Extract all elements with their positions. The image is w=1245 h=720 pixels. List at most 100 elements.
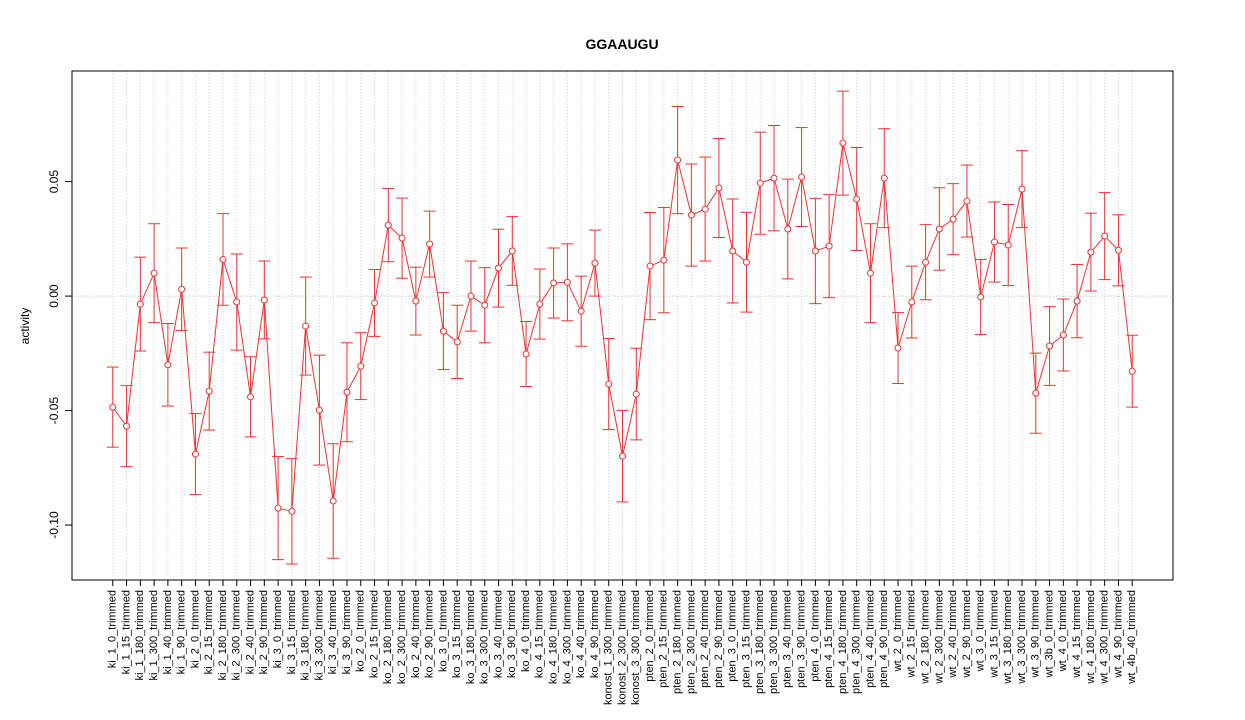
x-tick-label: ki_1_40_trimmed — [162, 590, 174, 674]
x-tick-label: ki_3_40_trimmed — [327, 590, 339, 674]
x-tick-label: ki_1_0_trimmed — [107, 590, 119, 668]
x-tick-label: pten_4_90_trimmed — [878, 590, 890, 688]
data-point — [660, 256, 668, 264]
data-point — [1128, 367, 1136, 375]
x-tick-label: ko_3_0_trimmed — [437, 590, 449, 672]
x-tick-label: pten_3_40_trimmed — [782, 590, 794, 688]
data-point — [481, 301, 489, 309]
data-point — [839, 139, 847, 147]
x-tick-label: pten_3_180_trimmed — [754, 590, 766, 694]
x-tick-label: ki_1_15_trimmed — [120, 590, 132, 674]
x-tick-label: wt_4_15_trimmed — [1071, 590, 1083, 678]
x-tick-label: wt_4b_40_trimmed — [1126, 590, 1138, 685]
data-point — [536, 300, 544, 308]
data-point — [935, 225, 943, 233]
data-point — [398, 234, 406, 242]
x-tick-label: ko_3_90_trimmed — [506, 590, 518, 678]
x-tick-label: wt_2_90_trimmed — [961, 590, 973, 678]
data-point — [1032, 389, 1040, 397]
data-point — [1114, 246, 1122, 254]
data-point — [619, 452, 626, 460]
x-tick-label: ki_3_0_trimmed — [272, 590, 284, 668]
x-tick-label: ki_2_300_trimmed — [231, 590, 243, 681]
data-point — [990, 238, 998, 246]
data-point — [109, 403, 117, 411]
data-point — [853, 195, 861, 203]
data-point — [798, 173, 806, 181]
x-tick-label: pten_4_180_trimmed — [837, 590, 849, 694]
x-tick-label: ko_4_180_trimmed — [548, 590, 560, 684]
x-tick-label: wt_4_0_trimmed — [1057, 590, 1069, 672]
x-tick-label: wt_2_300_trimmed — [933, 590, 945, 685]
data-point — [591, 259, 599, 267]
data-point — [191, 450, 199, 458]
x-tick-label: ki_2_15_trimmed — [203, 590, 215, 674]
x-tick-label: ki_1_90_trimmed — [176, 590, 188, 674]
x-tick-label: pten_3_0_trimmed — [727, 590, 739, 682]
data-point — [674, 156, 682, 164]
x-tick-label: pten_3_15_trimmed — [740, 590, 752, 688]
data-point — [742, 258, 750, 266]
data-point — [811, 247, 819, 255]
x-tick-label: konost_1_300_trimmed — [603, 590, 615, 705]
x-tick-label: konost_2_300_trimmed — [616, 590, 628, 705]
data-point — [508, 247, 516, 255]
x-tick-label: wt_3_15_trimmed — [988, 590, 1000, 678]
x-tick-label: ko_4_300_trimmed — [561, 590, 573, 684]
data-point — [1073, 297, 1081, 305]
x-tick-label: ki_3_300_trimmed — [313, 590, 325, 681]
x-tick-label: wt_2_40_trimmed — [947, 590, 959, 678]
x-tick-label: wt_3_0_trimmed — [975, 590, 987, 672]
data-point — [1087, 248, 1095, 256]
y-tick-label: -0.05 — [47, 397, 61, 425]
x-tick-label: ki_2_180_trimmed — [217, 590, 229, 681]
data-point — [495, 264, 503, 272]
data-point — [233, 298, 241, 306]
data-point — [1046, 342, 1054, 350]
data-point — [550, 279, 558, 287]
x-tick-label: ki_3_180_trimmed — [300, 590, 312, 681]
x-tick-label: pten_4_300_trimmed — [851, 590, 863, 694]
x-tick-label: ko_4_15_trimmed — [534, 590, 546, 678]
x-tick-label: pten_2_300_trimmed — [685, 590, 697, 694]
x-tick-label: pten_4_40_trimmed — [864, 590, 876, 688]
data-point — [467, 292, 475, 300]
x-tick-label: ko_2_180_trimmed — [382, 590, 394, 684]
x-tick-label: ki_1_180_trimmed — [134, 590, 146, 681]
x-tick-label: wt_3_90_trimmed — [1030, 590, 1042, 678]
x-tick-label: ko_2_0_trimmed — [355, 590, 367, 672]
data-point — [908, 298, 916, 306]
data-point — [302, 322, 310, 330]
x-tick-label: wt_3_180_trimmed — [1002, 590, 1014, 685]
data-point — [522, 350, 530, 358]
x-tick-label: wt_2_15_trimmed — [906, 590, 918, 678]
x-tick-label: ko_3_180_trimmed — [465, 590, 477, 684]
data-point — [274, 504, 282, 512]
x-tick-label: konost_3_300_trimmed — [630, 590, 642, 705]
x-tick-label: ki_3_15_trimmed — [286, 590, 298, 674]
x-tick-label: pten_4_0_trimmed — [809, 590, 821, 682]
x-tick-label: ko_2_15_trimmed — [368, 590, 380, 678]
x-tick-label: pten_4_15_trimmed — [823, 590, 835, 688]
data-point — [371, 299, 379, 307]
x-tick-label: wt_4_180_trimmed — [1085, 590, 1097, 685]
data-point — [1004, 241, 1012, 249]
data-point — [164, 361, 172, 369]
x-tick-label: wt_4_300_trimmed — [1099, 590, 1111, 685]
data-point — [963, 197, 971, 205]
x-tick-label: wt_4_90_trimmed — [1112, 590, 1124, 678]
data-point — [563, 278, 571, 286]
x-tick-label: ko_2_300_trimmed — [396, 590, 408, 684]
data-point — [412, 297, 420, 305]
x-tick-label: pten_2_0_trimmed — [644, 590, 656, 682]
data-point — [384, 221, 392, 229]
data-point — [646, 262, 654, 270]
series — [106, 90, 1139, 565]
y-tick-label: 0.00 — [47, 284, 61, 308]
data-point — [825, 242, 833, 250]
x-tick-label: ko_4_40_trimmed — [575, 590, 587, 678]
x-tick-label: ko_3_300_trimmed — [479, 590, 491, 684]
data-point — [205, 387, 213, 395]
y-tick-label: 0.05 — [47, 170, 61, 194]
